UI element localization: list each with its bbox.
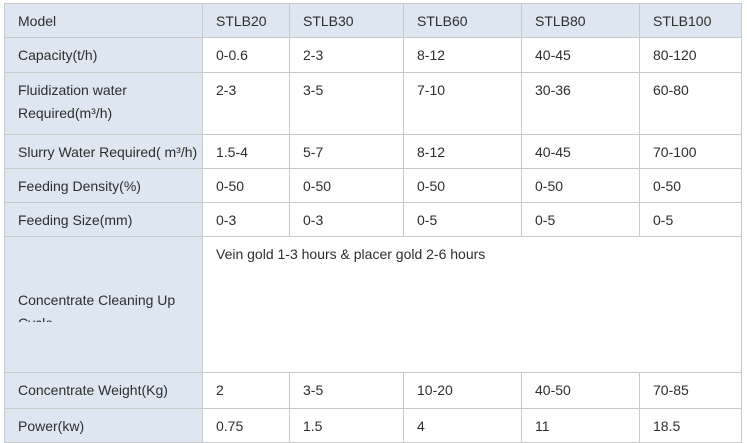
spec-value-cell: 40-45	[521, 37, 640, 73]
spec-value-cell: 0.75	[202, 408, 290, 443]
spec-value-cell: 0-5	[639, 202, 742, 237]
table-row-fluidization-water: Fluidization water Required(m³/h) 2-3 3-…	[4, 72, 742, 135]
table-row-feeding-size: Feeding Size(mm) 0-3 0-3 0-5 0-5 0-5	[4, 202, 742, 237]
spec-value-cell: 0-5	[521, 202, 640, 237]
spec-value-cell: 2-3	[289, 37, 404, 73]
spec-value-cell: 8-12	[403, 134, 522, 169]
spec-value-cell: 4	[403, 408, 522, 443]
column-header-stlb20: STLB20	[202, 3, 290, 38]
spec-value-cell: 7-10	[403, 72, 522, 135]
spec-value-cell: 70-85	[639, 372, 742, 409]
row-label-clipped-text: Concentrate Cleaning Up Cycle	[18, 292, 176, 322]
spec-value-cell: 1.5-4	[202, 134, 290, 169]
spec-value-cell: 0-0.6	[202, 37, 290, 73]
row-label: Slurry Water Required( m³/h)	[4, 134, 203, 169]
spec-merged-value-cell: Vein gold 1-3 hours & placer gold 2-6 ho…	[202, 236, 742, 373]
table-row-slurry-water: Slurry Water Required( m³/h) 1.5-4 5-7 8…	[4, 134, 742, 169]
spec-value-cell: 70-100	[639, 134, 742, 169]
row-label: Capacity(t/h)	[4, 37, 203, 73]
row-label: Power(kw)	[4, 408, 203, 443]
column-header-model: Model	[4, 3, 203, 38]
spec-value-cell: 60-80	[639, 72, 742, 135]
row-label: Concentrate Cleaning Up Cycle	[4, 236, 203, 373]
table-row-power: Power(kw) 0.75 1.5 4 11 18.5	[4, 408, 742, 443]
column-header-stlb30: STLB30	[289, 3, 404, 38]
spec-value-cell: 0-50	[403, 168, 522, 203]
table-row-concentrate-weight: Concentrate Weight(Kg) 2 3-5 10-20 40-50…	[4, 372, 742, 409]
table-row-capacity: Capacity(t/h) 0-0.6 2-3 8-12 40-45 80-12…	[4, 37, 742, 73]
spec-value-cell: 0-50	[202, 168, 290, 203]
spec-value-cell: 0-50	[639, 168, 742, 203]
spec-value-cell: 3-5	[289, 72, 404, 135]
spec-value-cell: 0-3	[202, 202, 290, 237]
row-label: Feeding Size(mm)	[4, 202, 203, 237]
spec-value-cell: 0-50	[289, 168, 404, 203]
row-label: Fluidization water Required(m³/h)	[4, 72, 203, 135]
spec-value-cell: 3-5	[289, 372, 404, 409]
spec-value-cell: 40-50	[521, 372, 640, 409]
product-specs-table: Model STLB20 STLB30 STLB60 STLB80 STLB10…	[4, 3, 742, 443]
table-row-cleaning-cycle: Concentrate Cleaning Up Cycle Vein gold …	[4, 236, 742, 373]
spec-value-cell: 2-3	[202, 72, 290, 135]
spec-value-cell: 1.5	[289, 408, 404, 443]
spec-value-cell: 80-120	[639, 37, 742, 73]
spec-value-cell: 11	[521, 408, 640, 443]
spec-value-cell: 0-50	[521, 168, 640, 203]
spec-value-cell: 0-5	[403, 202, 522, 237]
spec-value-cell: 5-7	[289, 134, 404, 169]
column-header-stlb80: STLB80	[521, 3, 640, 38]
table-row-feeding-density: Feeding Density(%) 0-50 0-50 0-50 0-50 0…	[4, 168, 742, 203]
spec-value-cell: 10-20	[403, 372, 522, 409]
row-label: Concentrate Weight(Kg)	[4, 372, 203, 409]
spec-value-cell: 40-45	[521, 134, 640, 169]
spec-value-cell: 30-36	[521, 72, 640, 135]
header-row: Model STLB20 STLB30 STLB60 STLB80 STLB10…	[4, 3, 742, 38]
spec-value-cell: 2	[202, 372, 290, 409]
column-header-stlb60: STLB60	[403, 3, 522, 38]
row-label: Feeding Density(%)	[4, 168, 203, 203]
spec-value-cell: 18.5	[639, 408, 742, 443]
column-header-stlb100: STLB100	[639, 3, 742, 38]
spec-value-cell: 8-12	[403, 37, 522, 73]
spec-value-cell: 0-3	[289, 202, 404, 237]
